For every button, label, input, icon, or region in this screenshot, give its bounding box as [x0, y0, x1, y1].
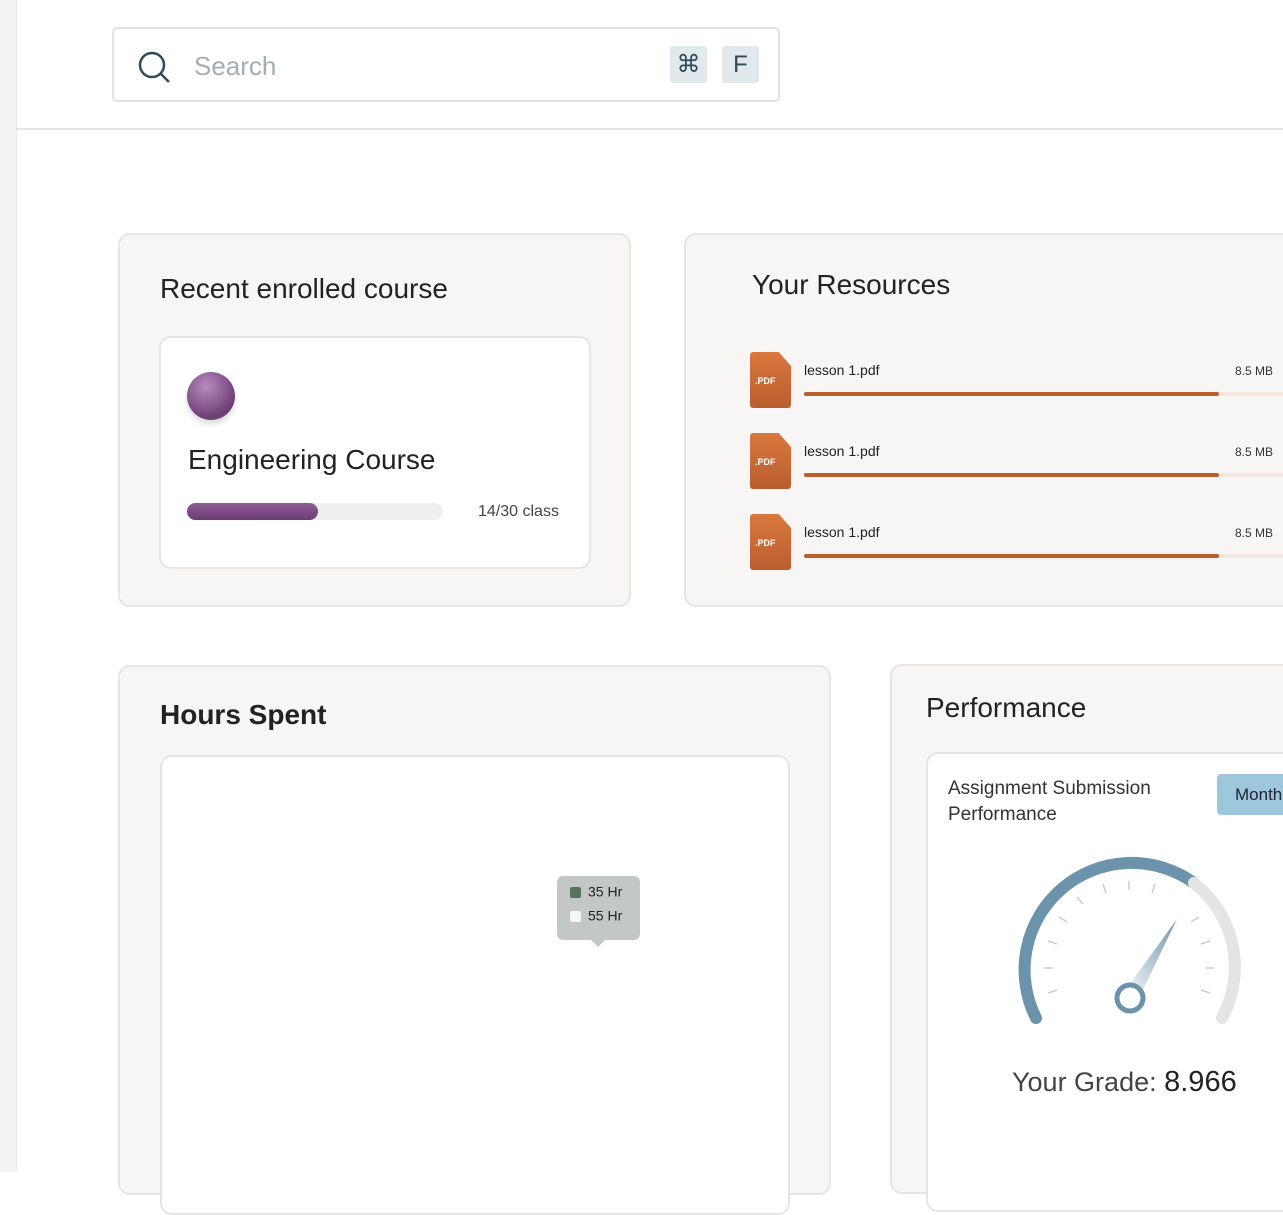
course-icon [187, 372, 235, 420]
header-divider [16, 128, 1283, 130]
search-placeholder: Search [194, 51, 277, 81]
card-title: Performance [926, 692, 1087, 723]
panel-title: Assignment Submission Performance [948, 778, 1151, 825]
file-size: 8.5 MB [1235, 364, 1274, 378]
file-bar-fill [804, 392, 1219, 396]
resources-card: Your Resources .PDF lesson 1.pdf 8.5 MB … [684, 233, 1283, 607]
hours-card: Hours Spent [118, 665, 831, 1215]
chart-panel [160, 755, 790, 1215]
performance-card: Performance Assignment Submission Perfor… [890, 664, 1283, 1212]
performance-panel: Assignment Submission Performance Month … [926, 752, 1283, 1212]
file-size: 8.5 MB [1235, 445, 1274, 459]
file-icon: .PDF [750, 514, 791, 570]
shortcut-key: F [722, 46, 759, 83]
file-bar-track [804, 473, 1283, 477]
course-item[interactable]: Engineering Course 14/30 class [159, 336, 591, 569]
file-badge: .PDF [755, 538, 776, 548]
search-icon: 0 Hr20 Hr40 Hr60 Hr80 HrStudyOnline test… [138, 51, 170, 83]
grade-label: Your Grade: [1012, 1067, 1157, 1097]
progress-label: 14/30 class [478, 503, 559, 520]
period-button[interactable]: Month [1217, 774, 1283, 815]
sidebar-edge [0, 0, 17, 1172]
file-badge: .PDF [755, 457, 776, 467]
shortcut-key: ⌘ [670, 46, 707, 83]
file-name: lesson 1.pdf [804, 524, 880, 540]
grade: Your Grade: 8.966 [1012, 1066, 1237, 1099]
file-name: lesson 1.pdf [804, 362, 880, 378]
card-title: Recent enrolled course [160, 273, 448, 304]
file-name: lesson 1.pdf [804, 443, 880, 459]
card-title: Your Resources [752, 269, 951, 300]
file-size: 8.5 MB [1235, 526, 1274, 540]
progress-track [187, 503, 443, 520]
file-bar-track [804, 554, 1283, 558]
course-name: Engineering Course [188, 444, 436, 475]
grade-value: 8.966 [1164, 1066, 1237, 1098]
file-icon: .PDF [750, 352, 791, 408]
search-box[interactable]: 0 Hr20 Hr40 Hr60 Hr80 HrStudyOnline test… [112, 27, 780, 102]
file-badge: .PDF [755, 376, 776, 386]
file-bar-fill [804, 554, 1219, 558]
file-bar-track [804, 392, 1283, 396]
file-icon: .PDF [750, 433, 791, 489]
progress-fill [187, 503, 318, 520]
file-bar-fill [804, 473, 1219, 477]
course-card: Recent enrolled course Engineering Cours… [118, 233, 631, 607]
card-title: Hours Spent [160, 699, 327, 730]
